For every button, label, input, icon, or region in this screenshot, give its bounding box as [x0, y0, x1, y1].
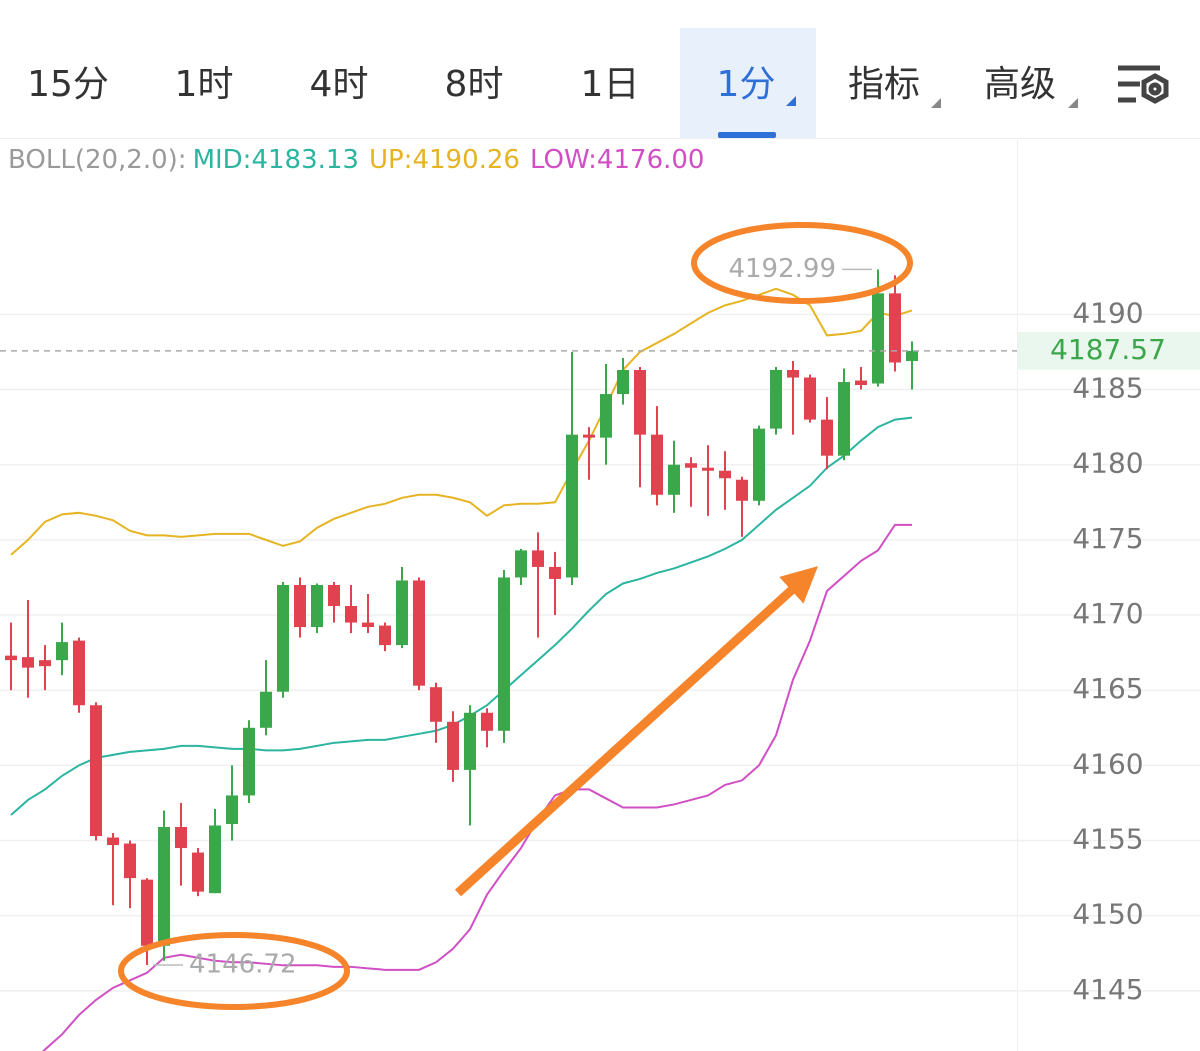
candle-body — [277, 584, 289, 692]
candle-body — [5, 655, 17, 661]
annotations — [118, 222, 913, 1010]
highlight-ellipse — [118, 932, 350, 1010]
candle-body — [600, 394, 612, 438]
y-tick-label: 4185 — [1072, 372, 1143, 405]
tab-bar: 15分 1时 4时 8时 1日 1分 指标 高级 — [0, 28, 1200, 139]
indicator-legend: BOLL(20,2.0): MID:4183.13 UP:4190.26 LOW:41… — [8, 145, 704, 175]
candle-body — [311, 584, 323, 628]
legend-item: MID:4183.13 — [193, 145, 359, 175]
candle-body — [634, 370, 646, 435]
last-price-bg — [1018, 331, 1200, 370]
candle-body — [566, 434, 578, 578]
candle-body — [583, 434, 595, 438]
candle-body — [702, 467, 714, 471]
tab[interactable]: 1日 — [581, 64, 640, 105]
candle-body — [345, 606, 357, 623]
candle-body — [532, 550, 544, 567]
candle-body — [328, 584, 340, 607]
tab[interactable]: 高级 — [984, 64, 1056, 105]
candle-body — [396, 580, 408, 646]
low-marker-label: 4146.72 — [189, 950, 297, 980]
candle-body — [685, 463, 697, 468]
y-tick-label: 4175 — [1072, 522, 1143, 555]
candle-body — [753, 428, 765, 501]
candle-body — [158, 827, 170, 946]
candle-body — [549, 566, 561, 579]
dropdown-mark — [931, 98, 941, 108]
candle-body — [889, 293, 901, 363]
candle-body — [821, 419, 833, 456]
high-marker-label: 4192.99 — [728, 254, 836, 284]
settings-icon[interactable] — [1118, 65, 1169, 104]
candle-body — [430, 687, 442, 722]
candle-body — [294, 584, 306, 628]
candle-body — [192, 852, 204, 892]
candle-body — [226, 795, 238, 825]
candle-body — [872, 293, 884, 384]
candle-body — [787, 370, 799, 378]
tab[interactable]: 1分 — [717, 64, 776, 105]
y-axis: 4145 4150 4155 4160 4165 4170 4175 4180 4185 4190… — [1018, 296, 1200, 1006]
y-tick-label: 4170 — [1072, 597, 1143, 630]
candle-body — [515, 550, 527, 578]
candle-body — [447, 721, 459, 770]
boll-line — [10, 416, 913, 816]
tab[interactable]: 1时 — [175, 64, 234, 105]
candle-body — [362, 622, 374, 628]
tab[interactable]: 指标 — [848, 64, 920, 105]
y-tick-label: 4180 — [1072, 447, 1143, 480]
candle-body — [56, 642, 68, 661]
boll-line — [42, 523, 912, 1051]
selected-tab-bg — [680, 28, 816, 138]
candle-body — [855, 380, 867, 386]
y-tick-label: 4155 — [1072, 823, 1143, 856]
trend-arrow — [454, 566, 818, 897]
candle-body — [260, 691, 272, 728]
selected-tab-underline — [718, 132, 776, 138]
candle-body — [906, 350, 918, 361]
legend-title: BOLL(20,2.0): — [8, 145, 187, 175]
candle-body — [141, 879, 153, 946]
y-tick-label: 4160 — [1072, 747, 1143, 780]
legend-item: UP:4190.26 — [369, 145, 520, 175]
tab[interactable]: 8时 — [445, 64, 504, 105]
candle-body — [379, 625, 391, 646]
y-tick-label: 4150 — [1072, 898, 1143, 931]
candle-body — [243, 727, 255, 796]
candle-body — [413, 580, 425, 686]
y-tick-label: 4145 — [1072, 973, 1143, 1006]
plot — [0, 269, 1017, 1051]
dropdown-mark — [786, 96, 796, 106]
tab[interactable]: 4时 — [310, 64, 369, 105]
candle-body — [736, 479, 748, 501]
candle-body — [481, 712, 493, 731]
candle-body — [209, 825, 221, 894]
last-price-label: 4187.57 — [1050, 333, 1166, 366]
candle-body — [73, 640, 85, 706]
candle-body — [651, 434, 663, 495]
candle-body — [719, 470, 731, 479]
y-tick-label: 4190 — [1072, 296, 1143, 329]
candle-body — [464, 712, 476, 770]
legend-item: LOW:4176.00 — [530, 145, 704, 175]
candle-body — [175, 827, 187, 849]
y-tick-label: 4165 — [1072, 672, 1143, 705]
candle-body — [124, 843, 136, 879]
candle-body — [804, 377, 816, 420]
candle-body — [617, 370, 629, 395]
candle-body — [90, 705, 102, 837]
candle-body — [498, 577, 510, 731]
candle-body — [838, 382, 850, 456]
candle-body — [668, 464, 680, 495]
candle-body — [39, 660, 51, 667]
boll-line — [10, 287, 913, 556]
candle-body — [770, 370, 782, 429]
candle-body — [107, 837, 119, 846]
highlight-ellipse — [691, 222, 913, 304]
dropdown-mark — [1068, 98, 1078, 108]
tab[interactable]: 15分 — [27, 64, 109, 105]
candle-body — [22, 657, 34, 668]
